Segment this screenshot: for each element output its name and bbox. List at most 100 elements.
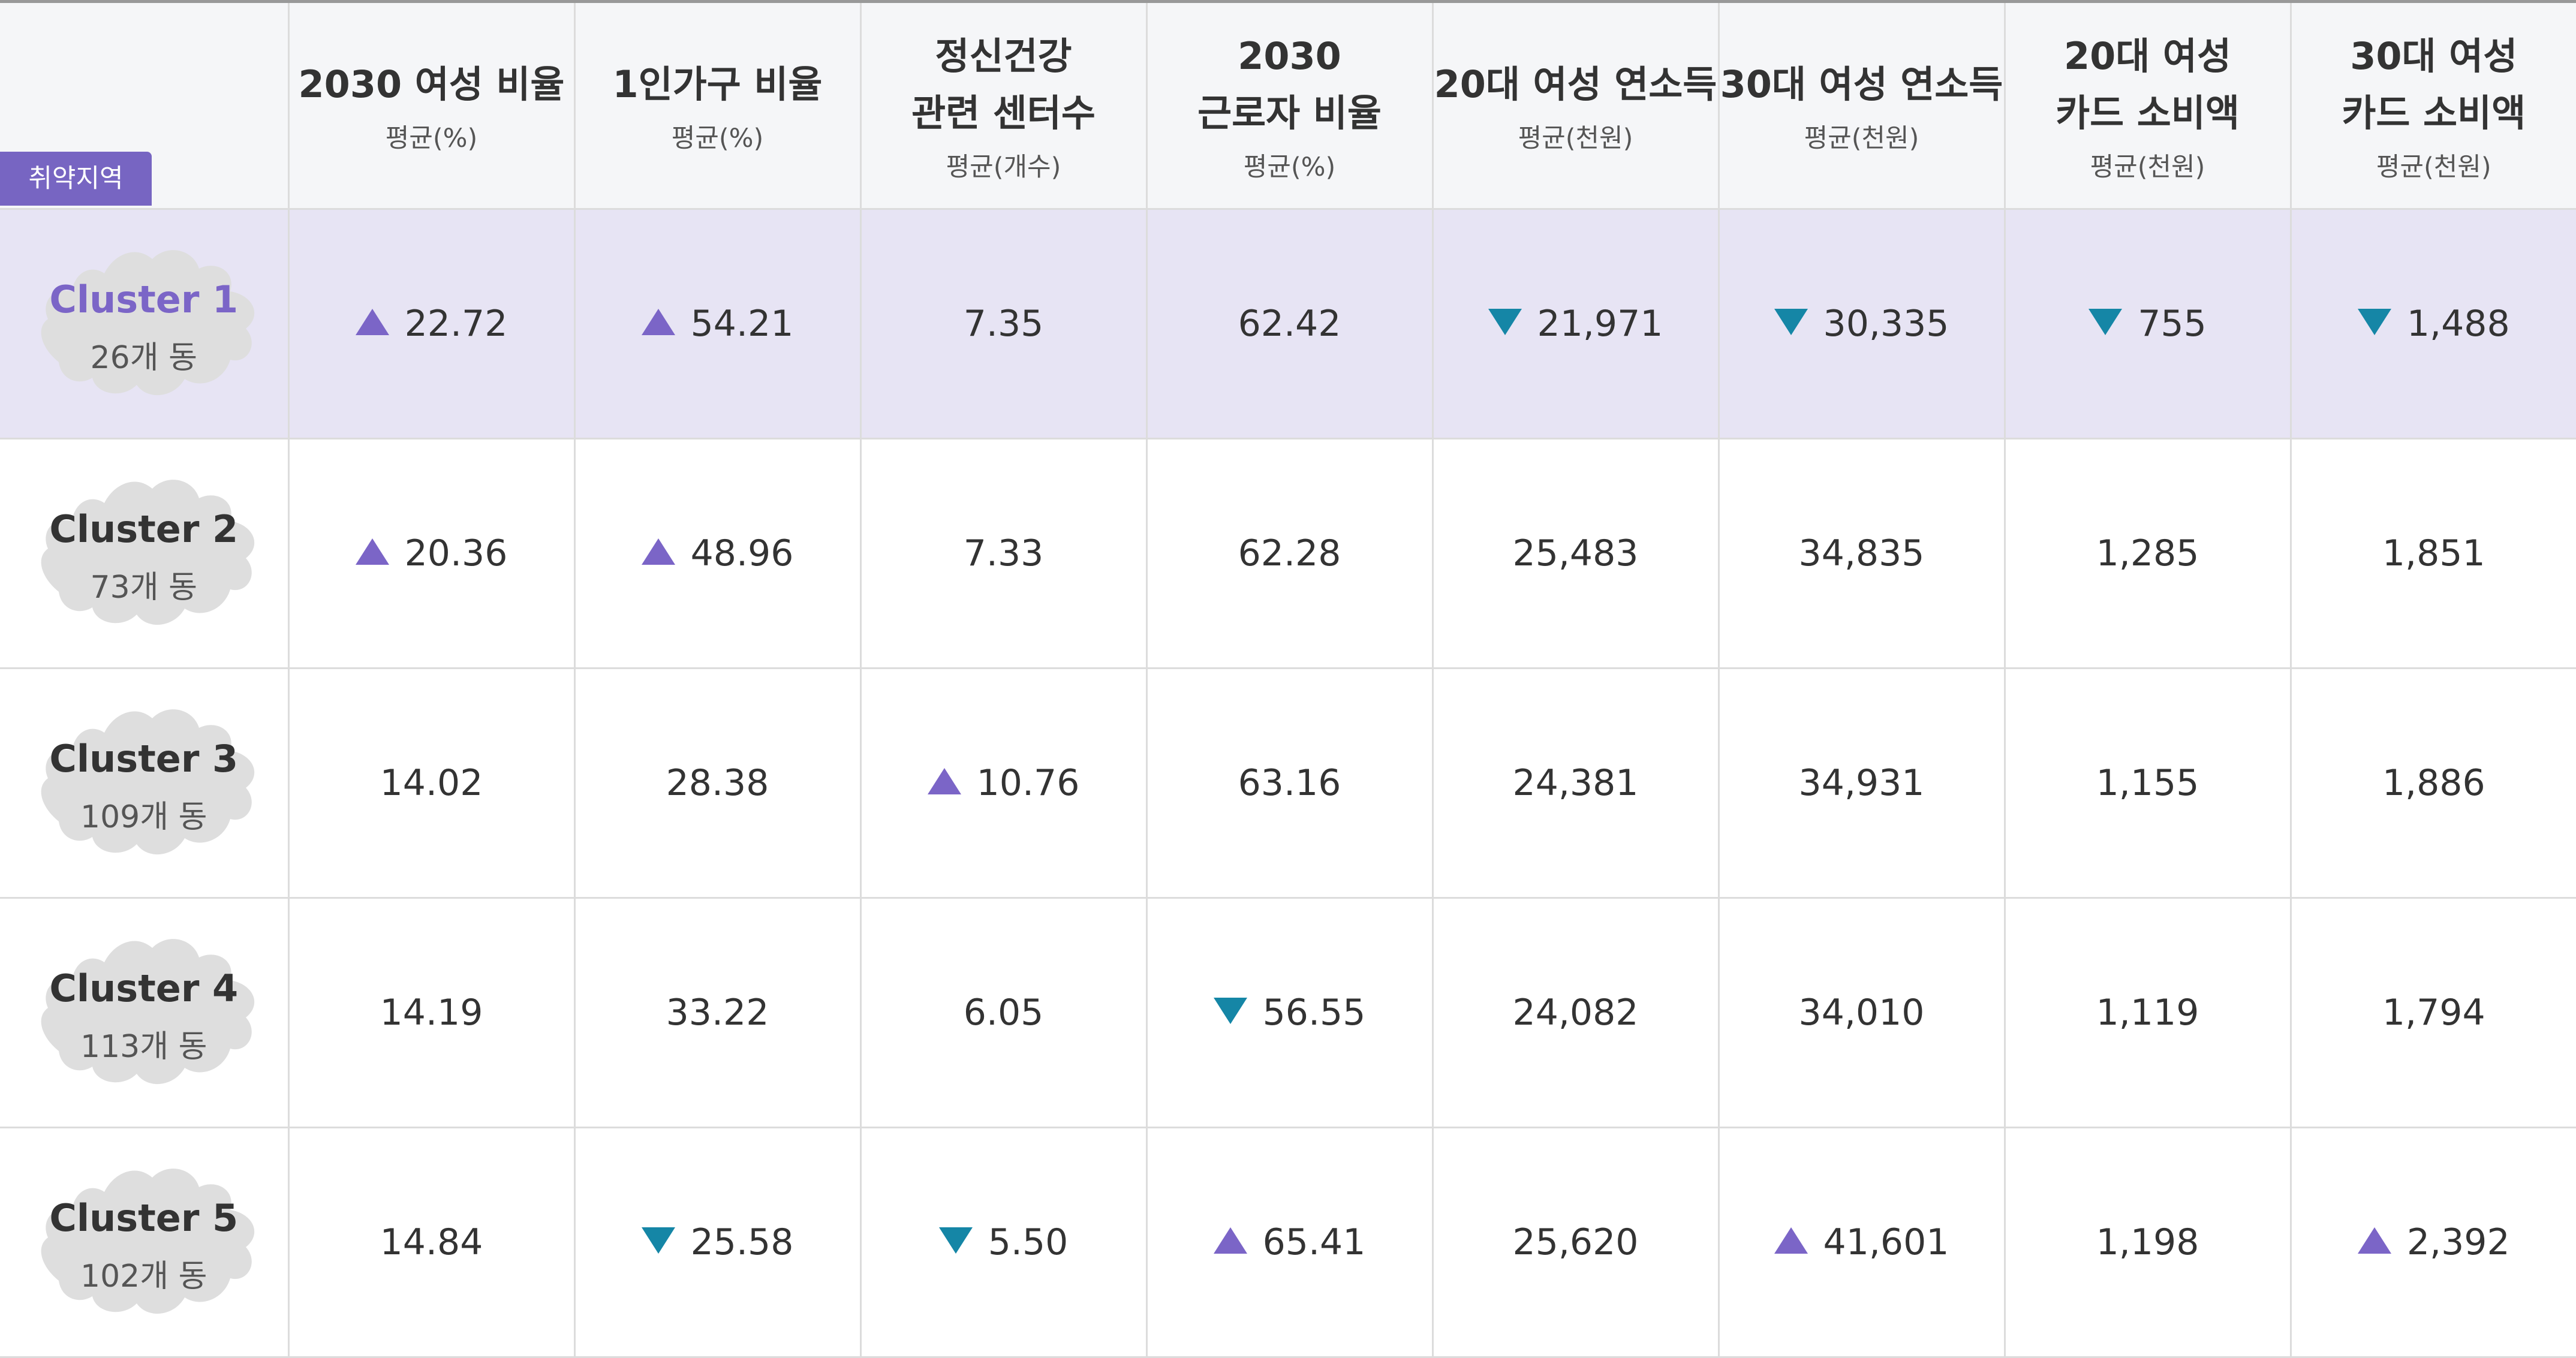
- value-text: 54.21: [691, 303, 794, 345]
- cluster-text: Cluster 3 109개 동: [0, 669, 288, 836]
- value-text: 28.38: [666, 762, 769, 804]
- value-wrap: 34,010: [1799, 992, 1925, 1034]
- cluster-name: Cluster 1: [0, 276, 288, 324]
- value-cell: 62.42: [1146, 209, 1433, 438]
- value-cell: 1,794: [2291, 898, 2576, 1127]
- value-wrap: 54.21: [642, 303, 794, 345]
- value-cell: 1,851: [2291, 438, 2576, 668]
- value-cell: 54.21: [574, 209, 860, 438]
- value-wrap: 22.72: [356, 303, 508, 345]
- value-cell: 14.02: [288, 668, 574, 898]
- header-mental-health-centers: 정신건강 관련 센터수 평균(개수): [860, 3, 1146, 209]
- value-cell: 33.22: [574, 898, 860, 1127]
- value-text: 20.36: [405, 532, 508, 574]
- value-wrap: 1,851: [2382, 532, 2485, 574]
- value-text: 2,392: [2407, 1221, 2510, 1263]
- value-cell: 63.16: [1146, 668, 1433, 898]
- value-text: 21,971: [1537, 303, 1663, 345]
- value-text: 10.76: [977, 762, 1080, 804]
- cluster-count: 113개 동: [0, 1021, 288, 1066]
- triangle-down-icon: [2358, 309, 2391, 335]
- value-text: 6.05: [964, 992, 1044, 1034]
- header-title-line1: 2030: [1148, 28, 1432, 85]
- value-text: 63.16: [1238, 762, 1341, 804]
- value-text: 24,082: [1513, 992, 1639, 1034]
- cluster-count: 102개 동: [0, 1251, 288, 1296]
- value-cell: 34,010: [1719, 898, 2005, 1127]
- value-text: 5.50: [988, 1221, 1069, 1263]
- value-cell: 1,285: [2005, 438, 2291, 668]
- value-text: 48.96: [691, 532, 794, 574]
- header-corner: 취약지역: [0, 3, 288, 209]
- value-wrap: 48.96: [642, 532, 794, 574]
- value-cell: 14.19: [288, 898, 574, 1127]
- value-cell: 7.33: [860, 438, 1146, 668]
- value-wrap: 65.41: [1214, 1221, 1366, 1263]
- triangle-up-icon: [1774, 1227, 1808, 1254]
- value-cell: 24,381: [1433, 668, 1719, 898]
- value-wrap: 28.38: [666, 762, 769, 804]
- triangle-down-icon: [1774, 309, 1808, 335]
- header-title: 1인가구 비율: [576, 56, 860, 113]
- header-subtitle: 평균(천원): [1720, 118, 2004, 155]
- triangle-down-icon: [2089, 309, 2122, 335]
- value-wrap: 62.42: [1238, 303, 1341, 345]
- value-cell: 41,601: [1719, 1127, 2005, 1357]
- value-cell: 1,488: [2291, 209, 2576, 438]
- cluster-name: Cluster 3: [0, 735, 288, 783]
- cluster-label: Cluster 3 109개 동: [0, 669, 288, 897]
- header-female-30s-income: 30대 여성 연소득 평균(천원): [1719, 3, 2005, 209]
- value-text: 14.02: [380, 762, 483, 804]
- value-cell: 20.36: [288, 438, 574, 668]
- value-wrap: 7.33: [964, 532, 1044, 574]
- vulnerable-area-badge: 취약지역: [0, 152, 152, 206]
- triangle-up-icon: [642, 309, 675, 335]
- triangle-up-icon: [356, 309, 389, 335]
- header-title-line1: 30대 여성: [2292, 28, 2576, 85]
- triangle-up-icon: [356, 538, 389, 565]
- triangle-up-icon: [642, 538, 675, 565]
- header-title: 2030 여성 비율: [290, 56, 574, 113]
- header-subtitle: 평균(천원): [2292, 146, 2576, 183]
- value-cell: 1,119: [2005, 898, 2291, 1127]
- value-cell: 6.05: [860, 898, 1146, 1127]
- value-text: 1,119: [2096, 992, 2199, 1034]
- header-title-line2: 근로자 비율: [1148, 85, 1432, 141]
- header-row: 취약지역 2030 여성 비율 평균(%) 1인가구 비율 평균(%) 정신건강…: [0, 3, 2576, 209]
- value-wrap: 33.22: [666, 992, 769, 1034]
- value-cell: 34,835: [1719, 438, 2005, 668]
- header-title: 20대 여성 연소득: [1434, 56, 1718, 113]
- header-subtitle: 평균(천원): [1434, 118, 1718, 155]
- value-text: 1,886: [2382, 762, 2485, 804]
- header-female-20s-card-spend: 20대 여성 카드 소비액 평균(천원): [2005, 3, 2291, 209]
- cluster-name: Cluster 2: [0, 505, 288, 553]
- value-wrap: 5.50: [939, 1221, 1069, 1263]
- value-cell: 755: [2005, 209, 2291, 438]
- header-subtitle: 평균(%): [1148, 146, 1432, 183]
- header-worker-2030-ratio: 2030 근로자 비율 평균(%): [1146, 3, 1433, 209]
- header-subtitle: 평균(%): [290, 118, 574, 155]
- header-subtitle: 평균(%): [576, 118, 860, 155]
- triangle-down-icon: [1214, 998, 1247, 1024]
- cluster-count: 109개 동: [0, 791, 288, 836]
- header-title-line2: 카드 소비액: [2292, 85, 2576, 141]
- value-text: 33.22: [666, 992, 769, 1034]
- triangle-down-icon: [939, 1227, 973, 1254]
- value-wrap: 30,335: [1774, 303, 1949, 345]
- value-wrap: 1,155: [2096, 762, 2199, 804]
- value-cell: 28.38: [574, 668, 860, 898]
- cluster-label-cell: Cluster 3 109개 동: [0, 668, 288, 898]
- value-wrap: 2,392: [2358, 1221, 2510, 1263]
- value-text: 1,155: [2096, 762, 2199, 804]
- header-title-line2: 카드 소비액: [2006, 85, 2290, 141]
- triangle-up-icon: [928, 768, 961, 794]
